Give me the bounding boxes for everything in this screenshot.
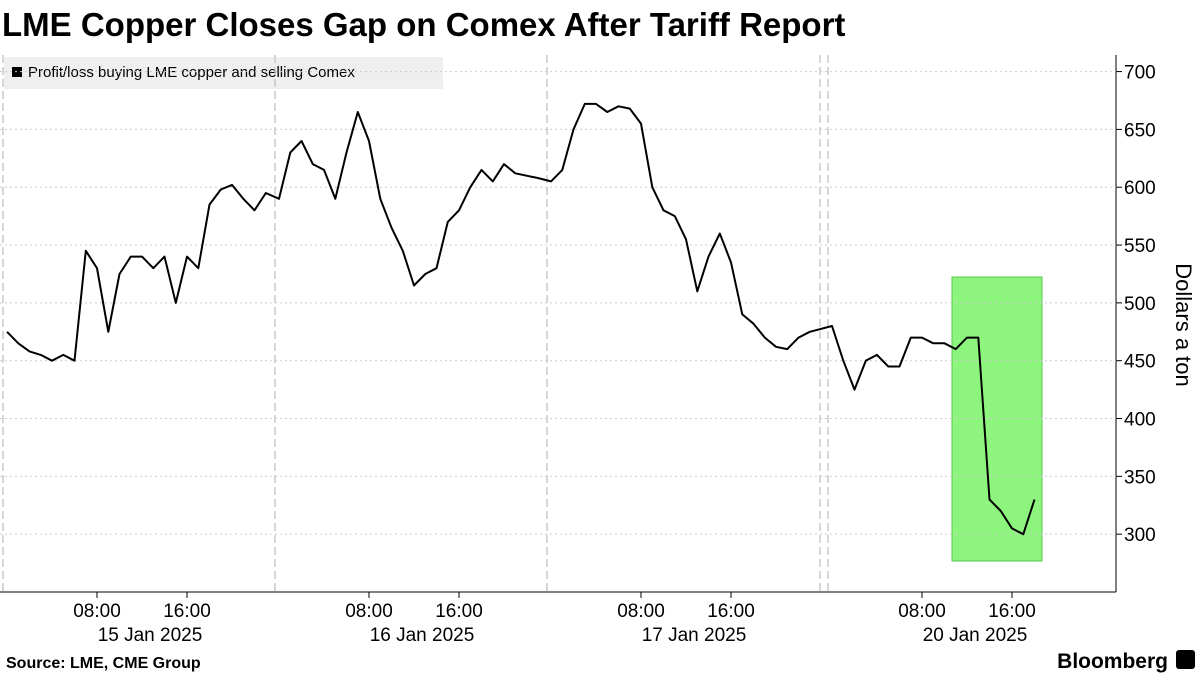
x-tick-label: 08:00 — [345, 601, 393, 622]
brand-icon — [1176, 650, 1195, 669]
y-tick-label: 450 — [1124, 352, 1156, 373]
y-tick-label: 300 — [1124, 525, 1156, 546]
x-tick-label: 08:00 — [617, 601, 665, 622]
y-tick-label: 500 — [1124, 294, 1156, 315]
x-tick-label: 08:00 — [898, 601, 946, 622]
chart-title: LME Copper Closes Gap on Comex After Tar… — [2, 6, 845, 43]
x-tick-label: 08:00 — [73, 601, 121, 622]
x-tick-label: 16:00 — [435, 601, 483, 622]
x-date-label: 15 Jan 2025 — [98, 625, 203, 646]
y-tick-label: 400 — [1124, 410, 1156, 431]
x-tick-label: 16:00 — [163, 601, 211, 622]
y-tick-label: 650 — [1124, 120, 1156, 141]
x-date-label: 16 Jan 2025 — [370, 625, 475, 646]
legend-box — [4, 57, 443, 89]
x-date-label: 20 Jan 2025 — [923, 625, 1028, 646]
y-tick-label: 600 — [1124, 178, 1156, 199]
x-tick-label: 16:00 — [988, 601, 1036, 622]
y-tick-label: 550 — [1124, 236, 1156, 257]
x-date-label: 17 Jan 2025 — [642, 625, 747, 646]
series-line — [6, 102, 1036, 536]
source: Source: LME, CME Group — [6, 655, 201, 672]
y-tick-label: 350 — [1124, 467, 1156, 488]
legend-label: Profit/loss buying LME copper and sellin… — [28, 64, 355, 81]
brand: Bloomberg — [1057, 650, 1168, 673]
x-tick-label: 16:00 — [707, 601, 755, 622]
y-axis-label: Dollars a ton — [1171, 263, 1196, 387]
y-tick-label: 700 — [1124, 63, 1156, 84]
plot: 300 350 400 450 500 550 600 650 700 08:00 16:00 08:… — [0, 55, 1156, 646]
